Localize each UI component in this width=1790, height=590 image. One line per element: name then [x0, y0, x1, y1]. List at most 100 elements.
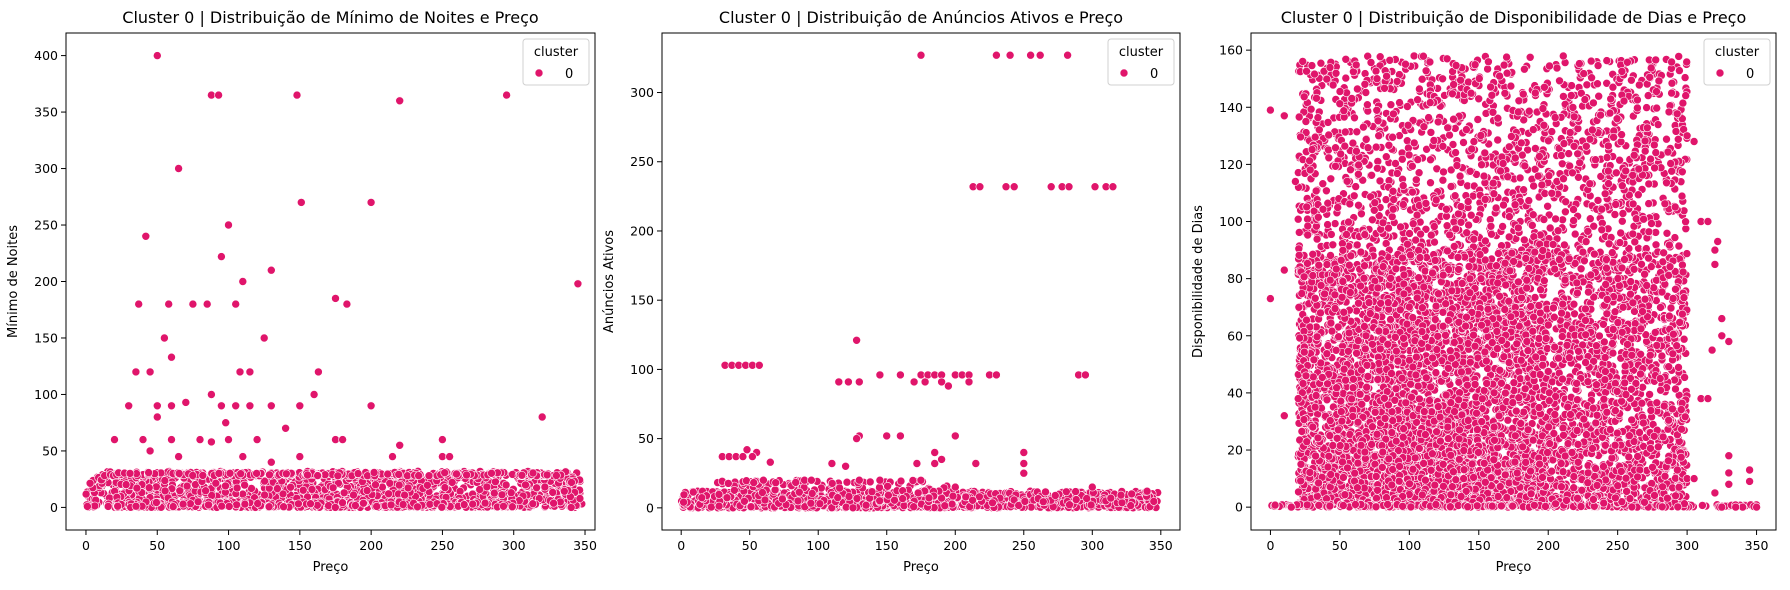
scatter-point	[253, 499, 263, 508]
scatter-point	[437, 502, 447, 512]
scatter-point	[875, 475, 885, 485]
scatter-point	[1414, 168, 1424, 177]
scatter-point	[975, 182, 985, 191]
scatter-point	[884, 490, 893, 500]
scatter-point	[309, 390, 319, 399]
scatter-point	[211, 478, 221, 488]
scatter-point	[778, 494, 787, 504]
scatter-point	[131, 367, 141, 377]
scatter-point	[1001, 182, 1011, 191]
scatter-point	[286, 482, 295, 492]
scatter-point	[174, 469, 184, 478]
scatter-point	[844, 492, 854, 501]
scatter-point	[1019, 448, 1029, 457]
scatter-point	[1041, 487, 1050, 497]
scatter-point	[438, 452, 447, 461]
scatter-point	[103, 502, 113, 511]
x-tick-label: 0	[82, 538, 90, 553]
scatter-point	[1306, 104, 1316, 114]
scatter-point	[1545, 223, 1555, 233]
scatter-point	[1019, 459, 1029, 468]
scatter-point	[110, 435, 119, 444]
scatter-point	[167, 401, 176, 411]
x-axis-label: Preço	[903, 560, 939, 575]
scatter-point	[968, 495, 977, 505]
scatter-point	[896, 370, 905, 380]
scatter-point	[1081, 370, 1090, 380]
scatter-point	[1375, 176, 1385, 186]
scatter-point	[153, 51, 162, 60]
scatter-point	[331, 435, 340, 444]
scatter-point	[913, 488, 923, 498]
scatter-point	[1662, 134, 1671, 144]
x-tick-label: 250	[431, 538, 455, 553]
scatter-point	[867, 487, 877, 497]
scatter-point	[1415, 84, 1424, 94]
scatter-point	[202, 299, 212, 309]
scatter-point	[549, 498, 558, 508]
scatter-point	[252, 435, 262, 444]
scatter-point	[152, 482, 161, 492]
scatter-point	[385, 478, 395, 488]
scatter-point	[459, 500, 469, 509]
scatter-point	[861, 500, 871, 510]
scatter-point	[362, 486, 372, 495]
scatter-point	[349, 490, 358, 500]
scatter-point	[521, 480, 530, 490]
y-tick-label: 350	[34, 105, 58, 120]
scatter-point	[1108, 182, 1118, 191]
scatter-panel-disponibilidade-dias: 0 50 100 150 200 250 300 3500204060801001201401…	[1191, 8, 1777, 575]
scatter-point	[306, 499, 315, 509]
y-tick-label: 50	[42, 443, 58, 458]
scatter-point	[875, 370, 885, 380]
scatter-point	[153, 401, 162, 411]
scatter-point	[1552, 63, 1562, 73]
scatter-point	[841, 461, 850, 471]
scatter-point	[517, 470, 527, 480]
scatter-point	[548, 488, 558, 497]
y-tick-label: 50	[638, 431, 654, 446]
scatter-point	[848, 503, 858, 513]
scatter-point	[245, 401, 255, 411]
y-axis-label: Anúncios Ativos	[602, 230, 617, 333]
scatter-point	[295, 452, 305, 461]
scatter-point	[144, 483, 154, 493]
scatter-point	[164, 299, 173, 309]
scatter-point	[1117, 498, 1127, 508]
scatter-point	[83, 502, 92, 511]
scatter-point	[167, 435, 176, 444]
scatter-point	[1473, 115, 1483, 124]
y-tick-label: 300	[34, 161, 58, 176]
y-tick-label: 250	[34, 218, 58, 233]
scatter-point	[480, 498, 490, 508]
scatter-point	[85, 478, 95, 488]
scatter-point	[386, 500, 396, 510]
scatter-point	[1610, 210, 1620, 219]
scatter-point	[307, 485, 317, 494]
scatter-point	[1005, 50, 1015, 60]
scatter-point	[742, 445, 752, 455]
legend-label: 0	[565, 67, 573, 82]
scatter-point	[765, 457, 775, 467]
scatter-point	[81, 489, 91, 499]
scatter-point	[132, 483, 142, 493]
scatter-point	[947, 499, 957, 509]
y-tick-label: 100	[630, 362, 654, 377]
scatter-point	[178, 499, 188, 509]
scatter-point	[844, 377, 853, 387]
scatter-point	[1046, 182, 1056, 191]
scatter-point	[806, 498, 816, 508]
scatter-point	[794, 487, 804, 497]
scatter-point	[950, 431, 960, 441]
scatter-point	[394, 480, 404, 490]
scatter-point	[266, 457, 276, 467]
scatter-point	[482, 482, 492, 492]
scatter-point	[160, 476, 170, 485]
scatter-point	[201, 486, 210, 496]
scatter-point	[125, 469, 135, 478]
scatter-point	[383, 469, 393, 479]
scatter-point	[714, 490, 724, 499]
scatter-point	[1142, 486, 1152, 496]
scatter-point	[384, 489, 393, 499]
scatter-point	[124, 401, 133, 411]
